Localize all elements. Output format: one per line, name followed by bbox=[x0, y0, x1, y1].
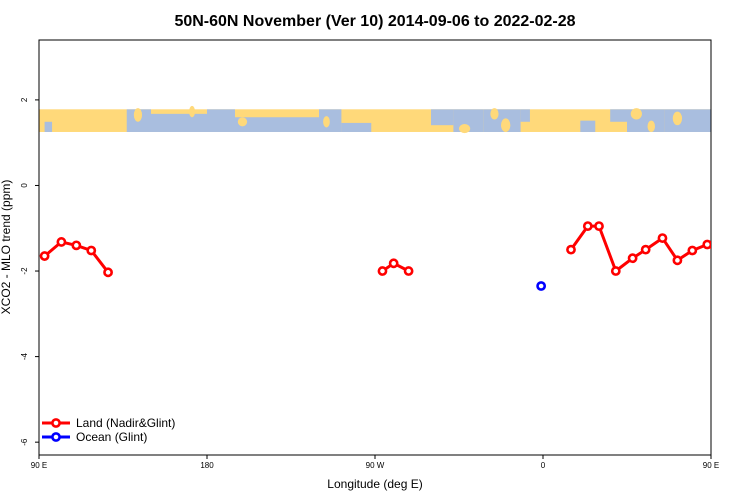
legend-marker bbox=[51, 418, 61, 428]
x-tick-label: 90 W bbox=[366, 461, 385, 470]
map-land-blob bbox=[647, 120, 655, 132]
data-point bbox=[388, 258, 399, 269]
map-ocean-area bbox=[207, 109, 235, 132]
series-layer bbox=[39, 221, 741, 291]
data-point bbox=[403, 266, 414, 276]
x-tick-label: 90 E bbox=[703, 461, 719, 470]
series-line bbox=[569, 224, 711, 273]
series-land bbox=[39, 221, 741, 278]
map-land-blob bbox=[501, 118, 511, 132]
y-tick-label: -4 bbox=[20, 352, 29, 360]
data-point bbox=[594, 221, 604, 232]
data-point bbox=[657, 233, 668, 243]
map-land-blob bbox=[323, 116, 330, 128]
data-point bbox=[56, 237, 67, 247]
x-axis-label: Longitude (deg E) bbox=[327, 477, 422, 491]
map-land-blob bbox=[672, 111, 683, 126]
map-ocean-area bbox=[151, 113, 207, 132]
y-axis-label: XCO2 - MLO trend (ppm) bbox=[0, 180, 13, 315]
data-point bbox=[734, 238, 741, 245]
y-tick-label: -2 bbox=[20, 267, 29, 275]
data-point bbox=[627, 253, 638, 264]
x-tick-label: 90 E bbox=[31, 461, 47, 470]
data-point bbox=[86, 245, 97, 256]
legend-label: Ocean (Glint) bbox=[76, 430, 147, 444]
data-point bbox=[719, 252, 726, 259]
legend-label: Land (Nadir&Glint) bbox=[76, 416, 175, 430]
x-tick-label: 180 bbox=[200, 461, 214, 470]
map-ocean-area bbox=[235, 117, 319, 132]
legend: Land (Nadir&Glint)Ocean (Glint) bbox=[42, 416, 175, 444]
x-tick-label: 0 bbox=[541, 461, 546, 470]
data-point bbox=[71, 240, 82, 251]
map-ocean-area bbox=[319, 109, 342, 132]
data-point bbox=[103, 267, 113, 278]
data-point bbox=[687, 245, 698, 256]
data-point bbox=[672, 255, 683, 266]
map-ocean-area bbox=[431, 109, 454, 126]
map-ocean-area bbox=[711, 109, 748, 132]
data-point bbox=[377, 266, 388, 276]
y-axis: -6 -4 -2 0 2 bbox=[20, 97, 39, 446]
map-ocean-area bbox=[664, 109, 711, 132]
world-map-strip bbox=[39, 105, 748, 134]
x-axis: 90 E 180 90 W 0 90 E bbox=[31, 455, 719, 470]
map-land-blob bbox=[722, 120, 729, 131]
map-land-blob bbox=[459, 124, 471, 134]
plot-area-frame bbox=[38, 39, 712, 456]
map-ocean-area bbox=[520, 109, 530, 122]
data-point bbox=[39, 251, 50, 261]
map-ocean-area bbox=[44, 121, 53, 132]
data-point bbox=[640, 244, 651, 255]
data-point bbox=[536, 281, 547, 291]
map-land-blob bbox=[189, 105, 196, 118]
data-point bbox=[582, 221, 593, 232]
map-land-blob bbox=[237, 117, 248, 127]
y-tick-label: -6 bbox=[20, 438, 29, 446]
y-tick-label: 0 bbox=[20, 183, 29, 188]
map-ocean-area bbox=[580, 120, 596, 132]
y-tick-label: 2 bbox=[20, 97, 29, 102]
series-ocean bbox=[536, 281, 547, 291]
data-point bbox=[610, 266, 621, 276]
legend-marker bbox=[51, 432, 61, 442]
chart-title: 50N-60N November (Ver 10) 2014-09-06 to … bbox=[174, 13, 575, 30]
data-point bbox=[702, 239, 711, 250]
map-land-blob bbox=[133, 108, 143, 122]
map-ocean-area bbox=[610, 109, 627, 122]
map-land-blob bbox=[490, 108, 499, 120]
map-ocean-area bbox=[341, 122, 372, 132]
map-land-blob bbox=[630, 108, 642, 120]
data-point bbox=[566, 244, 576, 255]
